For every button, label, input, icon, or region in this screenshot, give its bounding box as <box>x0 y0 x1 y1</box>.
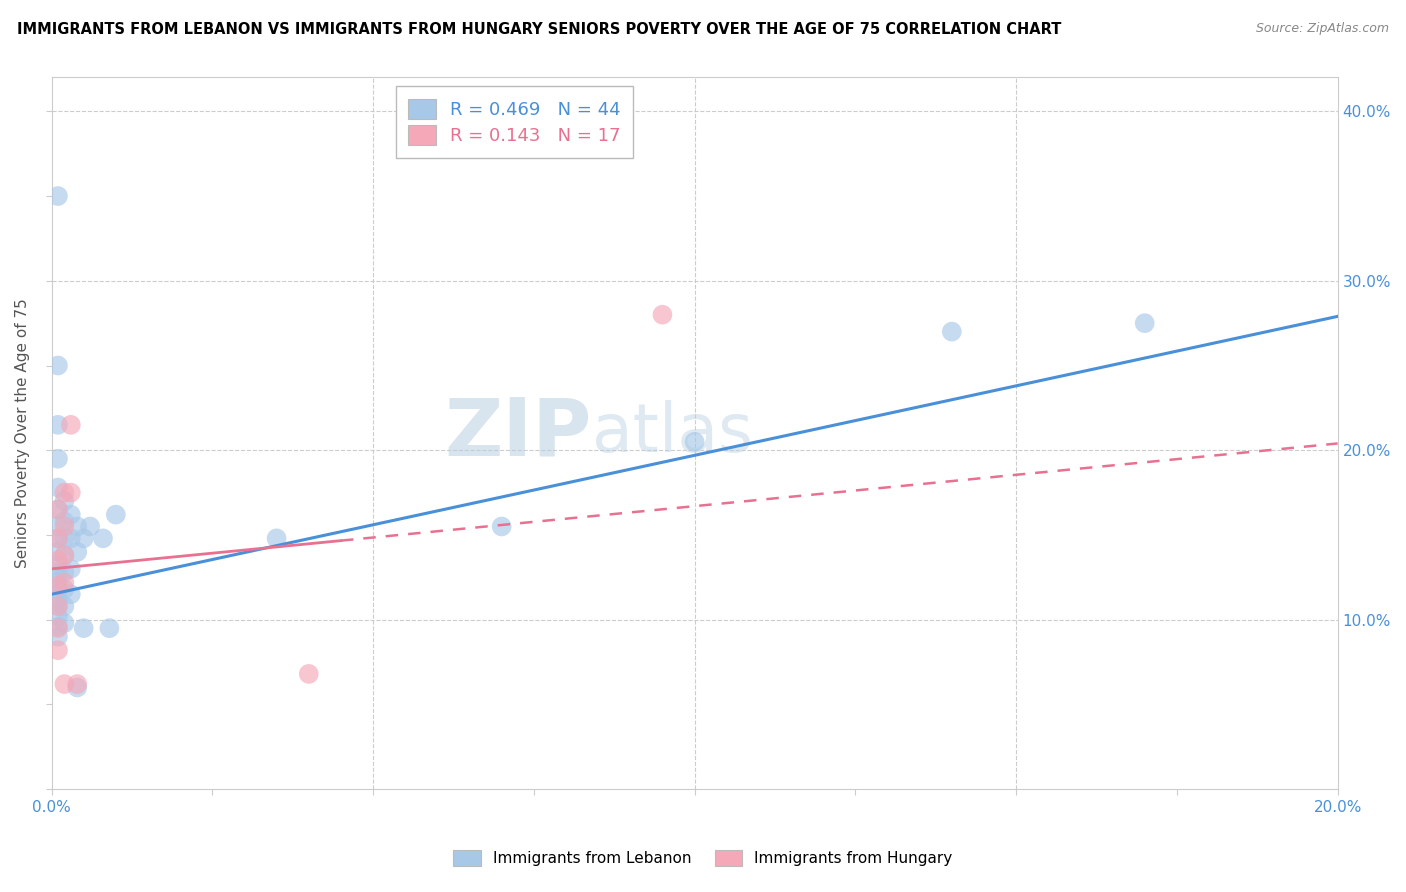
Point <box>53 549 76 563</box>
Point <box>46 189 69 203</box>
Point <box>46 582 69 597</box>
Point <box>46 592 69 607</box>
Point <box>66 681 89 695</box>
Point <box>651 308 673 322</box>
Point <box>683 434 706 449</box>
Point <box>104 508 127 522</box>
Point <box>46 579 69 593</box>
Point <box>46 621 69 635</box>
Point <box>53 485 76 500</box>
Point <box>46 481 69 495</box>
Point <box>73 621 96 635</box>
Point <box>46 558 69 573</box>
Point <box>53 677 76 691</box>
Point <box>46 359 69 373</box>
Point <box>46 532 69 546</box>
Point <box>46 417 69 432</box>
Point <box>46 575 69 590</box>
Point <box>46 519 69 533</box>
Point <box>73 532 96 546</box>
Point <box>59 508 82 522</box>
Point <box>46 532 69 546</box>
Point <box>46 599 69 614</box>
Point <box>91 532 114 546</box>
Point <box>98 621 121 635</box>
Point <box>79 519 101 533</box>
Point <box>46 502 69 516</box>
Text: ZIP: ZIP <box>444 394 592 472</box>
Point <box>46 630 69 644</box>
Point <box>66 677 89 691</box>
Point <box>53 582 76 597</box>
Text: Source: ZipAtlas.com: Source: ZipAtlas.com <box>1256 22 1389 36</box>
Point <box>266 532 288 546</box>
Point <box>53 549 76 563</box>
Point <box>59 532 82 546</box>
Point <box>46 609 69 624</box>
Point <box>46 553 69 567</box>
Legend: Immigrants from Lebanon, Immigrants from Hungary: Immigrants from Lebanon, Immigrants from… <box>446 842 960 873</box>
Point <box>1133 316 1156 330</box>
Point <box>59 587 82 601</box>
Text: atlas: atlas <box>592 401 752 467</box>
Point <box>53 616 76 631</box>
Point <box>46 566 69 580</box>
Y-axis label: Seniors Poverty Over the Age of 75: Seniors Poverty Over the Age of 75 <box>15 299 30 568</box>
Legend: R = 0.469   N = 44, R = 0.143   N = 17: R = 0.469 N = 44, R = 0.143 N = 17 <box>396 87 633 158</box>
Point <box>66 545 89 559</box>
Point <box>298 667 321 681</box>
Point <box>59 562 82 576</box>
Point <box>53 566 76 580</box>
Point <box>59 417 82 432</box>
Point <box>66 519 89 533</box>
Point <box>46 619 69 633</box>
Point <box>53 532 76 546</box>
Point <box>46 599 69 614</box>
Point <box>53 494 76 508</box>
Point <box>53 599 76 614</box>
Point <box>46 643 69 657</box>
Point <box>491 519 513 533</box>
Point <box>53 575 76 590</box>
Point <box>46 545 69 559</box>
Point <box>941 325 963 339</box>
Point <box>53 519 76 533</box>
Point <box>59 485 82 500</box>
Point <box>53 515 76 529</box>
Text: IMMIGRANTS FROM LEBANON VS IMMIGRANTS FROM HUNGARY SENIORS POVERTY OVER THE AGE : IMMIGRANTS FROM LEBANON VS IMMIGRANTS FR… <box>17 22 1062 37</box>
Point <box>46 502 69 516</box>
Point <box>46 451 69 466</box>
